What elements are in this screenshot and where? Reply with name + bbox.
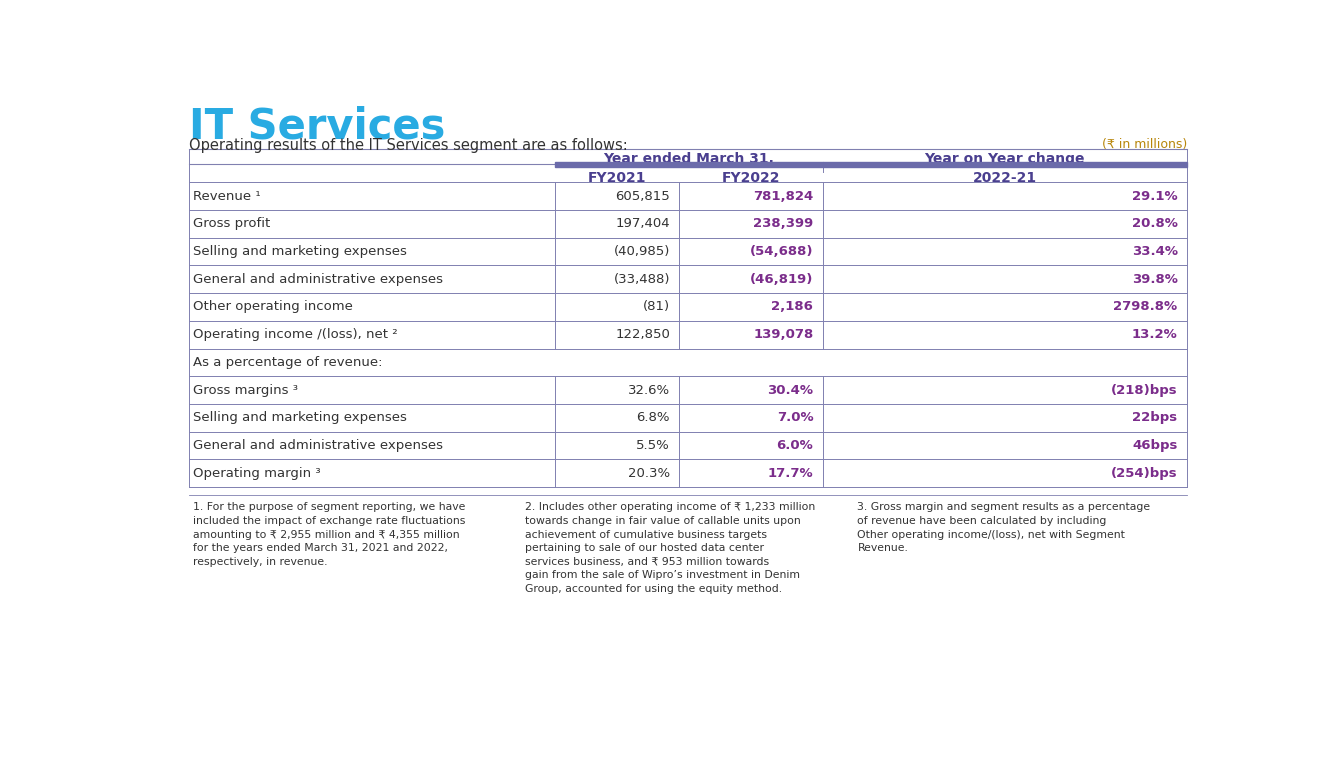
Text: IT Services: IT Services [189,106,446,148]
Text: FY2021: FY2021 [588,170,647,185]
Text: 29.1%: 29.1% [1131,189,1177,202]
Text: 122,850: 122,850 [615,328,670,341]
Text: 2798.8%: 2798.8% [1114,301,1177,314]
Text: (46,819): (46,819) [750,272,813,285]
Text: 781,824: 781,824 [753,189,813,202]
Text: Selling and marketing expenses: Selling and marketing expenses [193,245,407,258]
Text: 2,186: 2,186 [772,301,813,314]
Text: 7.0%: 7.0% [777,411,813,425]
Text: 13.2%: 13.2% [1131,328,1177,341]
Text: Gross profit: Gross profit [193,217,271,231]
Text: 22bps: 22bps [1133,411,1177,425]
Text: 1. For the purpose of segment reporting, we have
included the impact of exchange: 1. For the purpose of segment reporting,… [192,502,464,567]
Text: Other operating income: Other operating income [193,301,353,314]
Text: 6.8%: 6.8% [636,411,670,425]
Text: 139,078: 139,078 [753,328,813,341]
Text: Year on Year change: Year on Year change [925,152,1084,166]
Text: 197,404: 197,404 [616,217,670,231]
Text: (81): (81) [643,301,670,314]
Text: 605,815: 605,815 [615,189,670,202]
Text: As a percentage of revenue:: As a percentage of revenue: [193,356,382,369]
Text: Revenue ¹: Revenue ¹ [193,189,260,202]
Text: Operating margin ³: Operating margin ³ [193,466,321,479]
Text: 30.4%: 30.4% [768,384,813,396]
Text: Year ended March 31,: Year ended March 31, [604,152,774,166]
Text: (54,688): (54,688) [750,245,813,258]
Text: Operating income /(loss), net ²: Operating income /(loss), net ² [193,328,399,341]
Text: 3. Gross margin and segment results as a percentage
of revenue have been calcula: 3. Gross margin and segment results as a… [858,502,1150,553]
Text: 32.6%: 32.6% [628,384,670,396]
Text: 2. Includes other operating income of ₹ 1,233 million
towards change in fair val: 2. Includes other operating income of ₹ … [525,502,816,594]
Text: 17.7%: 17.7% [768,466,813,479]
Text: Gross margins ³: Gross margins ³ [193,384,298,396]
Text: General and administrative expenses: General and administrative expenses [193,439,443,452]
Text: (254)bps: (254)bps [1111,466,1177,479]
Text: 20.3%: 20.3% [628,466,670,479]
Text: 46bps: 46bps [1133,439,1177,452]
Text: (40,985): (40,985) [613,245,670,258]
Bar [556,162,823,167]
Bar [823,162,1186,167]
Text: 238,399: 238,399 [753,217,813,231]
Text: 39.8%: 39.8% [1131,272,1177,285]
Text: 2022-21: 2022-21 [973,170,1037,185]
Text: 5.5%: 5.5% [636,439,670,452]
Text: Operating results of the IT Services segment are as follows:: Operating results of the IT Services seg… [189,139,628,153]
Text: FY2022: FY2022 [722,170,780,185]
Text: (₹ in millions): (₹ in millions) [1102,139,1186,151]
Text: 6.0%: 6.0% [777,439,813,452]
Text: Selling and marketing expenses: Selling and marketing expenses [193,411,407,425]
Text: (33,488): (33,488) [613,272,670,285]
Text: General and administrative expenses: General and administrative expenses [193,272,443,285]
Text: 33.4%: 33.4% [1131,245,1177,258]
Text: (218)bps: (218)bps [1111,384,1177,396]
Text: 20.8%: 20.8% [1131,217,1177,231]
